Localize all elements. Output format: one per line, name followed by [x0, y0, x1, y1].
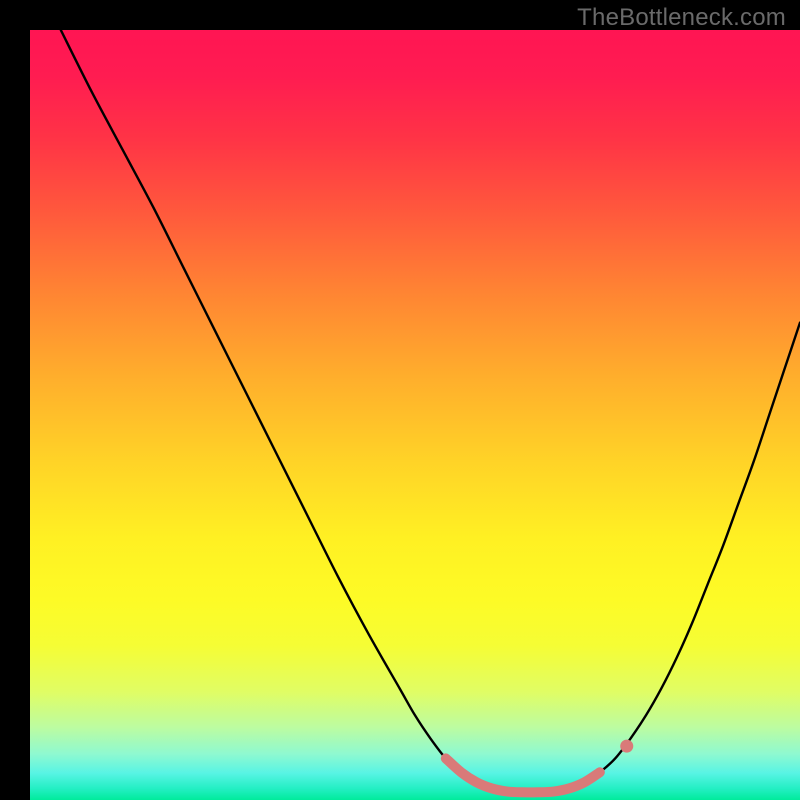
- watermark-text: TheBottleneck.com: [577, 4, 786, 32]
- chart-background: [30, 30, 800, 800]
- chart-frame: { "watermark": { "text": "TheBottleneck.…: [0, 0, 800, 800]
- plot-area: [30, 30, 800, 800]
- chart-svg: [30, 30, 800, 800]
- highlight-dot: [620, 740, 633, 753]
